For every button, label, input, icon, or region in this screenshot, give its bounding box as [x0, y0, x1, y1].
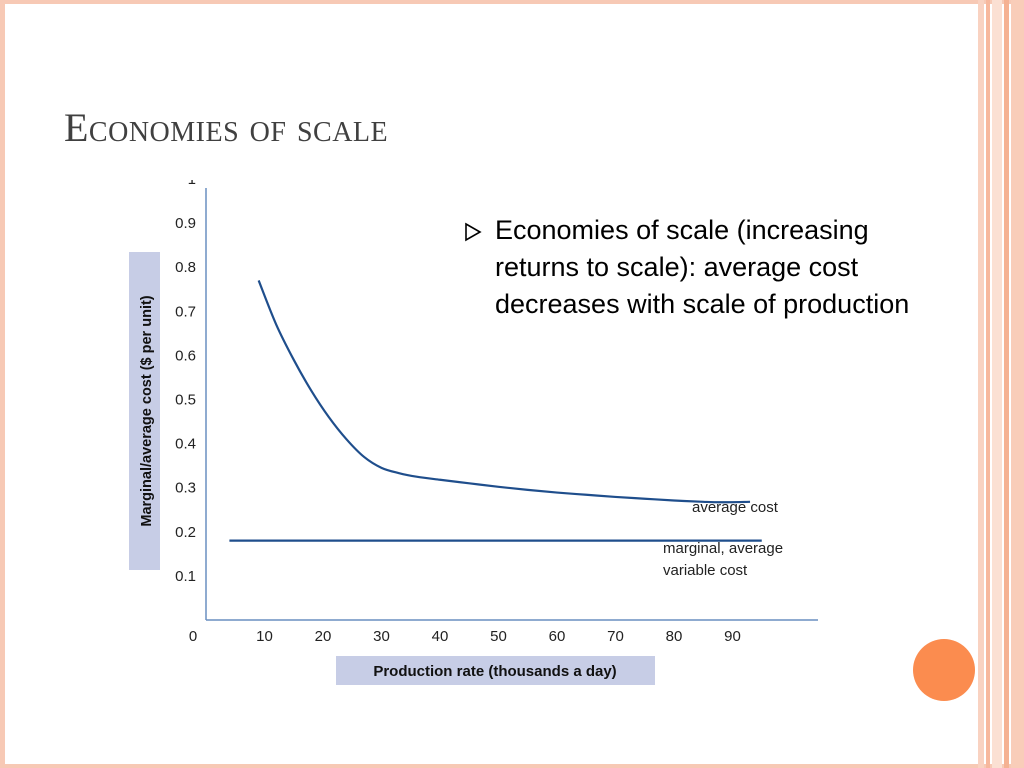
slide-frame-left [0, 0, 5, 768]
x-tick-label: 10 [256, 628, 273, 645]
slide-frame-top [0, 0, 1024, 4]
y-tick-label: 0.1 [175, 568, 196, 585]
x-tick-label: 30 [373, 628, 390, 645]
y-tick-label: 0.9 [175, 215, 196, 232]
x-tick-label: 20 [315, 628, 332, 645]
slide-frame-bottom [0, 764, 1024, 768]
y-axis-label-box [129, 252, 160, 570]
x-tick-label: 90 [724, 628, 741, 645]
cost-chart: 0 10 20 30 40 50 60 70 80 90 0.1 0.2 0.3 0.4 0.5 0.6 0.7… [129, 180, 818, 685]
decorative-side-bands [978, 0, 1024, 768]
average-cost-label: average cost [692, 499, 779, 516]
y-tick-label: 0.3 [175, 480, 196, 497]
slide-title: Economies of scale [64, 105, 389, 150]
marginal-cost-label: marginal, average [663, 540, 783, 557]
y-tick-label: 0.2 [175, 524, 196, 541]
x-tick-label: 80 [666, 628, 683, 645]
x-tick-label: 50 [490, 628, 507, 645]
x-axis-label: Production rate (thousands a day) [373, 663, 616, 680]
x-tick-label: 0 [189, 628, 197, 645]
x-tick-label: 60 [549, 628, 566, 645]
y-tick-label: 0.8 [175, 259, 196, 276]
y-tick-label: 0.5 [175, 392, 196, 409]
y-tick-label: 1 [188, 180, 196, 188]
y-tick-label: 0.4 [175, 436, 196, 453]
x-tick-label: 70 [607, 628, 624, 645]
triangle-bullet-icon [465, 222, 482, 242]
y-tick-label: 0.7 [175, 303, 196, 320]
x-axis-label-box [336, 656, 655, 685]
x-tick-label: 40 [432, 628, 449, 645]
y-axis-label: Marginal/average cost ($ per unit) [139, 295, 155, 526]
y-tick-label: 0.6 [175, 347, 196, 364]
bullet-text: Economies of scale (increasing returns t… [495, 215, 910, 319]
average-cost-curve [257, 280, 751, 504]
decorative-orange-circle [913, 639, 975, 701]
marginal-cost-label-line2: variable cost [663, 562, 748, 579]
